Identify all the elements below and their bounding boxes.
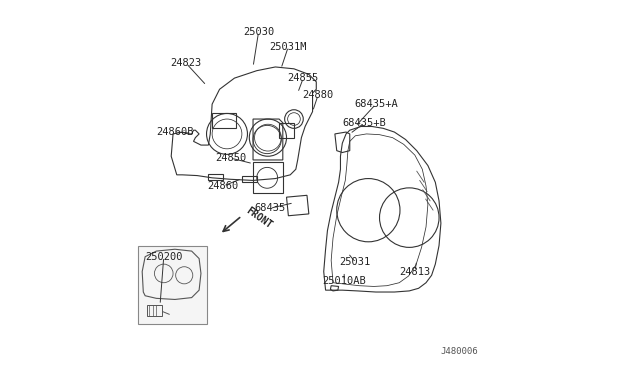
Text: 24855: 24855 xyxy=(287,73,319,83)
Text: 24880: 24880 xyxy=(303,90,334,100)
Text: J480006: J480006 xyxy=(441,347,478,356)
Text: 24850: 24850 xyxy=(215,153,246,163)
Text: 25031M: 25031M xyxy=(269,42,307,51)
Text: 25030: 25030 xyxy=(243,27,275,36)
Text: FRONT: FRONT xyxy=(244,205,273,230)
Text: 68435: 68435 xyxy=(254,203,285,213)
Text: 24860B: 24860B xyxy=(156,127,194,137)
FancyBboxPatch shape xyxy=(138,246,207,324)
Text: 24860: 24860 xyxy=(207,181,239,191)
Text: 25031: 25031 xyxy=(340,257,371,267)
Text: 250200: 250200 xyxy=(145,252,182,262)
Text: 68435+B: 68435+B xyxy=(343,118,387,128)
Text: 68435+A: 68435+A xyxy=(354,99,397,109)
Text: 25010AB: 25010AB xyxy=(323,276,366,286)
Text: 24813: 24813 xyxy=(399,267,431,276)
Text: 24823: 24823 xyxy=(170,58,202,68)
